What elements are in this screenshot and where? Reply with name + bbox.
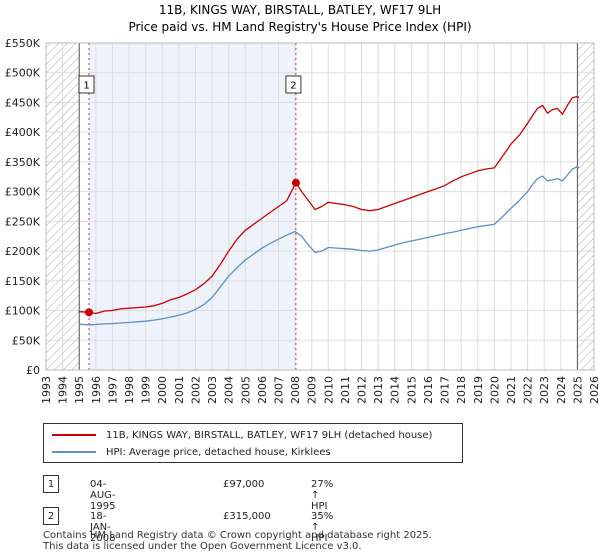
sale-date: 04-AUG-1995 [90,479,116,512]
sale-hpi-change: 27% ↑ HPI [311,479,334,512]
legend-label-hpi: HPI: Average price, detached house, Kirk… [106,446,331,458]
y-tick-label: £350K [5,156,41,169]
legend-label-property: 11B, KINGS WAY, BIRSTALL, BATLEY, WF17 9… [106,429,433,441]
x-tick-label: 2025 [571,376,584,404]
x-tick-label: 1998 [123,376,136,404]
x-tick-label: 1993 [40,376,53,404]
x-tick-label: 2026 [588,376,600,404]
sale-marker-label: 2 [43,507,59,525]
x-tick-label: 2012 [356,376,369,404]
x-tick-label: 2023 [538,376,551,404]
sale-marker-text: 1 [83,81,89,92]
y-tick-label: £100K [5,305,41,318]
sale-hpi-change: 35% ↑ HPI [311,511,334,544]
x-tick-label: 2021 [505,376,518,404]
price-chart: 11B, KINGS WAY, BIRSTALL, BATLEY, WF17 9… [5,3,600,404]
footer-licence: This data is licensed under the Open Gov… [43,541,362,552]
x-tick-label: 1994 [57,376,70,404]
y-tick-label: £0 [26,364,40,377]
legend-item-hpi: HPI: Average price, detached house, Kirk… [52,444,331,460]
plot-frame [45,42,595,371]
x-tick-label: 2016 [422,376,435,404]
sale-marker-box [285,75,302,94]
x-tick-label: 2003 [206,376,219,404]
y-tick-label: £550K [5,37,41,50]
chart-title: 11B, KINGS WAY, BIRSTALL, BATLEY, WF17 9… [159,3,441,17]
x-tick-label: 1997 [106,376,119,404]
x-tick-label: 2018 [455,376,468,404]
sale-marker-label: 1 [43,475,59,493]
x-tick-label: 2001 [173,376,186,404]
ownership-band [89,43,296,370]
series-line-hpi [79,166,580,326]
y-tick-label: £200K [5,245,41,258]
x-tick-label: 2013 [372,376,385,404]
sale-marker-box [78,75,95,94]
footer: Contains HM Land Registry data © Crown c… [43,530,432,552]
x-tick-label: 2011 [339,376,352,404]
legend: 11B, KINGS WAY, BIRSTALL, BATLEY, WF17 9… [43,423,463,463]
y-tick-label: £150K [5,275,41,288]
x-tick-label: 2002 [189,376,202,404]
x-tick-label: 2017 [439,376,452,404]
legend-swatch-property [52,434,96,436]
series-line-property [79,95,580,315]
x-tick-label: 2000 [156,376,169,404]
y-tick-label: £400K [5,126,41,139]
x-tick-label: 2006 [256,376,269,404]
hatch-after [577,43,594,370]
x-tick-label: 2024 [555,376,568,404]
sale-price: £97,000 [223,479,265,490]
x-tick-label: 2010 [322,376,335,404]
x-tick-label: 2014 [389,376,402,404]
x-tick-label: 2020 [488,376,501,404]
sale-marker-text: 2 [290,81,296,92]
x-tick-label: 1999 [140,376,153,404]
sale-date: 18-JAN-2008 [90,511,116,544]
y-tick-label: £500K [5,67,41,80]
y-tick-label: £250K [5,215,41,228]
legend-swatch-hpi [52,451,96,453]
footer-copyright: Contains HM Land Registry data © Crown c… [43,530,432,541]
chart-subtitle: Price paid vs. HM Land Registry's House … [128,20,471,34]
x-tick-label: 2009 [306,376,319,404]
y-tick-label: £50K [12,334,41,347]
x-tick-label: 2007 [272,376,285,404]
x-tick-label: 2005 [239,376,252,404]
y-tick-label: £450K [5,96,41,109]
x-tick-label: 2015 [405,376,418,404]
y-tick-label: £300K [5,186,41,199]
x-tick-label: 2019 [472,376,485,404]
sale-point [85,308,94,317]
x-tick-label: 2004 [223,376,236,404]
x-tick-label: 1995 [73,376,86,404]
sale-price: £315,000 [223,511,271,522]
sale-point [291,178,300,187]
x-tick-label: 2022 [522,376,535,404]
x-tick-label: 2008 [289,376,302,404]
x-tick-label: 1996 [90,376,103,404]
legend-item-property: 11B, KINGS WAY, BIRSTALL, BATLEY, WF17 9… [52,427,432,443]
